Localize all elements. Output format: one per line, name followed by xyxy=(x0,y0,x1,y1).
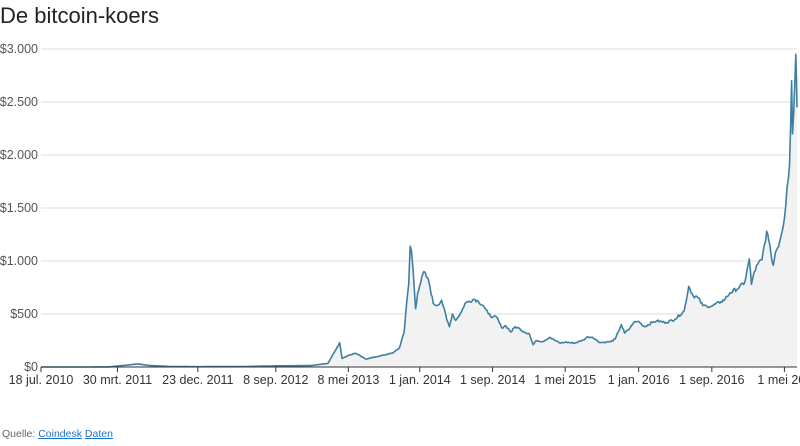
x-tick-label: 8 mei 2013 xyxy=(317,373,379,387)
gridlines xyxy=(41,48,797,315)
y-tick-label: $1.500 xyxy=(0,201,38,215)
data-link[interactable]: Daten xyxy=(84,428,113,440)
x-axis xyxy=(40,366,797,372)
y-tick-label: $2.000 xyxy=(0,148,38,162)
x-axis-labels: 18 jul. 2010 30 mrt. 2011 23 dec. 2011 8 se… xyxy=(9,373,800,387)
series-line xyxy=(41,53,798,368)
x-tick-label: 1 sep. 2014 xyxy=(460,373,525,387)
x-tick-label: 1 jan. 2014 xyxy=(389,373,451,387)
y-axis-labels: $0 $500 $1.000 $1.500 $2.000 $2.500 $3.000 xyxy=(0,42,38,374)
x-tick-label: 1 mei 20 xyxy=(757,373,800,387)
x-tick-label: 18 jul. 2010 xyxy=(9,373,74,387)
x-tick-label: 1 sep. 2016 xyxy=(679,373,744,387)
chart-title: De bitcoin-koers xyxy=(0,3,159,28)
y-tick-label: $1.000 xyxy=(0,254,38,268)
x-tick-label: 8 sep. 2012 xyxy=(243,373,308,387)
source-credit: Quelle: Coindesk Daten xyxy=(2,428,113,440)
y-tick-label: $2.500 xyxy=(0,95,38,109)
y-tick-label: $0 xyxy=(24,360,38,374)
price-series xyxy=(41,53,798,368)
y-tick-label: $500 xyxy=(10,307,38,321)
x-tick-label: 1 mei 2015 xyxy=(534,373,596,387)
x-tick-label: 1 jan. 2016 xyxy=(608,373,670,387)
coindesk-link[interactable]: Coindesk xyxy=(38,428,82,440)
series-area xyxy=(41,54,797,368)
y-tick-label: $3.000 xyxy=(0,42,38,56)
x-tick-label: 30 mrt. 2011 xyxy=(83,373,152,387)
source-label: Quelle: xyxy=(2,428,36,440)
x-tick-label: 23 dec. 2011 xyxy=(162,373,233,387)
